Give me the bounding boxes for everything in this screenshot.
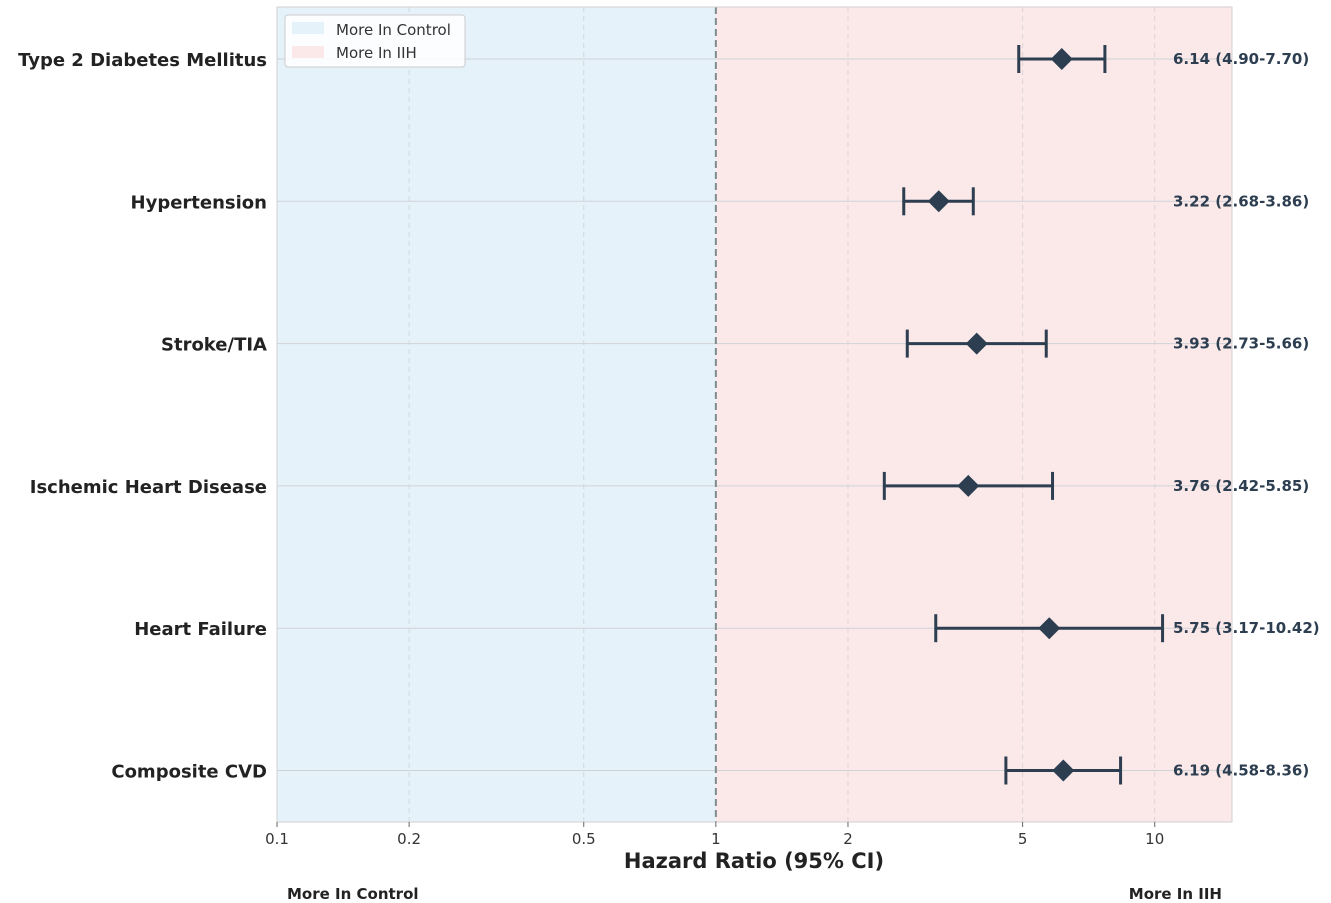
hr-marker-heart-failure <box>1038 617 1061 640</box>
background-regions <box>277 7 1232 822</box>
hr-marker-hypertension <box>927 190 950 213</box>
hr-marker-stroke-tia <box>965 332 988 355</box>
x-tick-label-1: 1 <box>711 830 721 848</box>
x-tick-label-0.1: 0.1 <box>265 830 289 848</box>
legend-swatch-iih <box>292 46 324 58</box>
x-tick-label-5: 5 <box>1018 830 1028 848</box>
x-axis-ticks: 0.1 0.2 0.5 1 2 5 10 <box>265 822 1164 848</box>
annotation-heart-failure: 5.75 (3.17-10.42) <box>1173 619 1320 637</box>
annotation-type-2-diabetes-mellitus: 6.14 (4.90-7.70) <box>1173 50 1309 68</box>
x-axis-label: Hazard Ratio (95% CI) <box>624 849 884 873</box>
row-label-composite-cvd: Composite CVD <box>111 762 267 783</box>
hr-marker-composite-cvd <box>1052 759 1075 782</box>
estimates <box>882 45 1165 785</box>
annotations: 6.14 (4.90-7.70) 3.22 (2.68-3.86) 3.93 (2.… <box>1173 50 1320 780</box>
x-tick-label-2: 2 <box>843 830 853 848</box>
x-tick-label-10: 10 <box>1145 830 1164 848</box>
right-side-label: More In IIH <box>1129 885 1222 903</box>
grid <box>408 7 1156 822</box>
region-more-in-control <box>277 7 716 822</box>
row-label-hypertension: Hypertension <box>131 192 267 213</box>
annotation-hypertension: 3.22 (2.68-3.86) <box>1173 192 1309 210</box>
legend: More In Control More In IIH <box>284 14 466 68</box>
hr-marker-type-2-diabetes-mellitus <box>1050 48 1073 70</box>
legend-label-iih: More In IIH <box>336 44 417 62</box>
row-label-type-2-diabetes-mellitus: Type 2 Diabetes Mellitus <box>18 50 267 71</box>
row-label-ischemic-heart-disease: Ischemic Heart Disease <box>30 477 267 498</box>
hr-marker-ischemic-heart-disease <box>957 474 980 497</box>
annotation-stroke-tia: 3.93 (2.73-5.66) <box>1173 335 1309 353</box>
left-side-label: More In Control <box>287 885 419 903</box>
row-labels: Type 2 Diabetes Mellitus Hypertension Stro… <box>18 50 267 783</box>
annotation-ischemic-heart-disease: 3.76 (2.42-5.85) <box>1173 477 1309 495</box>
x-tick-label-0.5: 0.5 <box>572 830 596 848</box>
annotation-composite-cvd: 6.19 (4.58-8.36) <box>1173 762 1309 780</box>
plot-frame <box>276 6 1233 823</box>
legend-label-control: More In Control <box>336 21 451 39</box>
row-label-heart-failure: Heart Failure <box>134 619 267 640</box>
region-more-in-iih <box>715 7 1232 822</box>
legend-swatch-control <box>292 22 324 34</box>
x-tick-label-0.2: 0.2 <box>397 830 421 848</box>
row-label-stroke-tia: Stroke/TIA <box>161 335 267 356</box>
